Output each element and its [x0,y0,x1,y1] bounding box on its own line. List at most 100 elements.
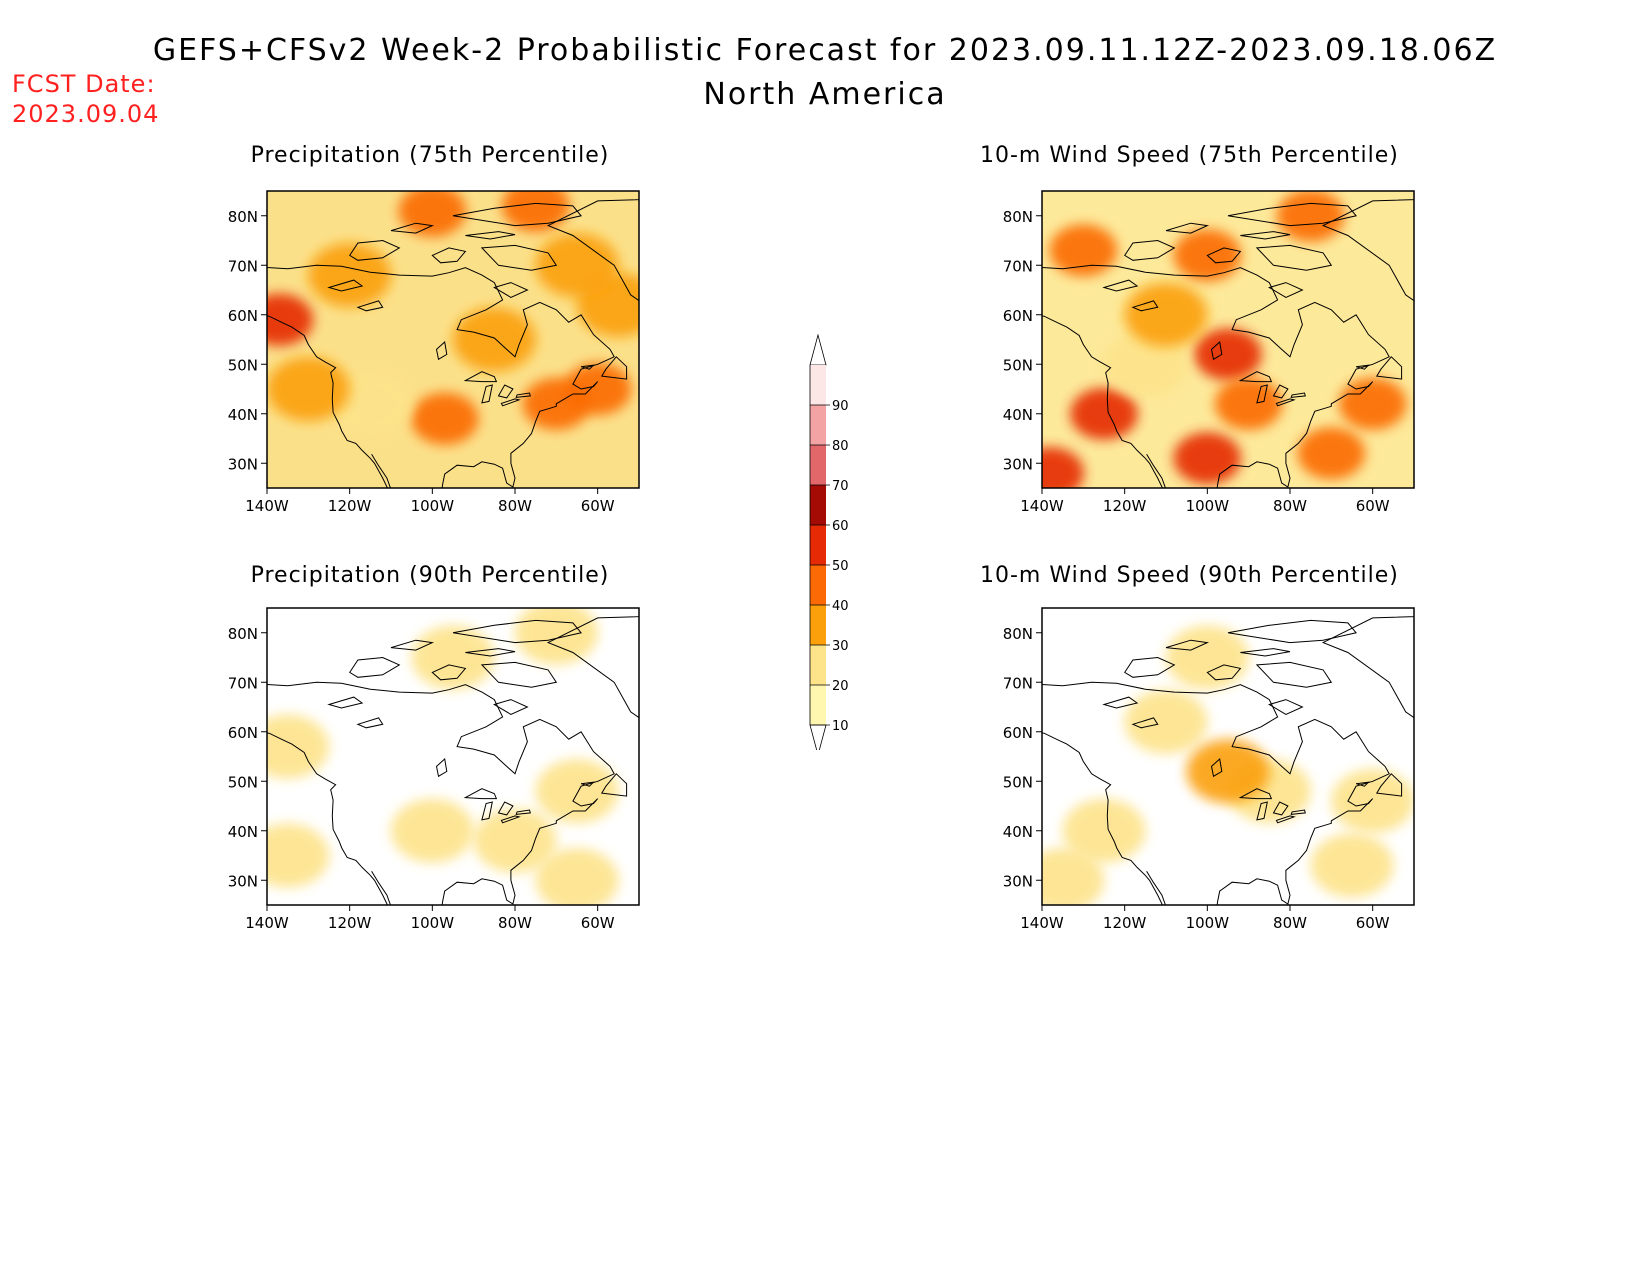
island-outline [600,356,628,380]
colorbar-top-arrow [809,333,827,366]
island-outline [1255,661,1333,688]
island-outline [600,773,628,797]
colorbar-label: 70 [832,479,849,494]
lake-outline [1102,279,1139,292]
probability-area [452,307,536,372]
probability-area [1042,447,1085,488]
lon-tick-label: 140W [1020,914,1064,932]
lat-tick-label: 50N [1003,356,1033,374]
lat-tick-label: 50N [1003,773,1033,791]
map-frame [1041,190,1415,489]
lon-tick-label: 100W [1186,914,1230,932]
region-subtitle: North America [703,77,947,112]
coastline-east [267,681,615,905]
lake-outline [327,696,364,709]
coastline-east [1042,681,1390,905]
colorbar-label: 60 [832,519,849,534]
lon-tick-label: 120W [328,914,372,932]
lake-outline [435,758,448,778]
lat-tick-label: 40N [228,823,258,841]
lake-outline [1290,809,1306,815]
probability-area [501,191,570,232]
island-outline [1165,639,1210,651]
probability-area [1331,769,1414,834]
lake-outline [463,788,498,800]
lake-outline [1102,696,1139,709]
colorbar-swatch [810,645,826,685]
probability-area [535,233,619,298]
coastline-baja [1146,871,1166,905]
island-outline [493,699,529,715]
lon-tick-label: 140W [1020,497,1064,515]
coastline-baja [1146,454,1166,488]
colorbar-label: 50 [832,559,849,574]
map-wind-75: 80N 70N 60N 50N 40N 30N 140W 120W 100W 80W 60W [1003,190,1415,515]
island-outline [348,656,401,678]
island-outline [1240,231,1291,240]
colorbar-bottom-arrow [809,724,827,750]
island-outline [1321,616,1414,719]
probability-area [398,191,467,237]
probability-area [390,798,474,863]
colorbar-label: 10 [832,719,849,734]
panel-title-precip-90: Precipitation (90th Percentile) [250,563,610,588]
coastline-baja [371,871,391,905]
coastline-west [267,732,389,905]
coastline-baja [371,454,391,488]
island-outline [431,247,467,264]
forecast-date-label: FCST Date: [12,70,156,98]
lon-tick-label: 120W [1103,914,1147,932]
lat-tick-label: 60N [1003,724,1033,742]
lon-tick-label: 140W [245,497,289,515]
probability-area [1173,432,1242,485]
map-field [1042,191,1414,488]
probability-area [1276,191,1345,242]
lat-tick-label: 60N [228,307,258,325]
lon-tick-label: 60W [581,497,615,515]
probability-area [1186,739,1270,804]
island-outline [1355,781,1370,787]
lake-outline [1210,758,1223,778]
probability-area [308,243,392,308]
island-outline [580,364,595,370]
lat-tick-label: 30N [228,455,258,473]
lon-tick-label: 100W [411,497,455,515]
lat-tick-label: 50N [228,356,258,374]
island-outline [1321,199,1414,302]
colorbar-label: 40 [832,599,849,614]
island-outline [1375,356,1403,380]
lat-tick-label: 40N [1003,823,1033,841]
probability-area [1297,427,1366,480]
panel-title-precip-75: Precipitation (75th Percentile) [250,143,610,168]
island-outline [390,222,435,234]
probability-area [473,808,557,873]
probability-area [267,823,330,888]
island-outline [1206,664,1242,681]
lat-tick-label: 80N [1003,625,1033,643]
lake-outline [1210,341,1223,361]
island-outline [1206,247,1242,264]
lon-tick-label: 120W [1103,497,1147,515]
colorbar-label: 80 [832,439,849,454]
lake-outline [515,392,531,398]
island-outline [546,616,639,719]
lon-tick-label: 80W [498,497,532,515]
probability-area [1338,377,1407,430]
probability-area [514,608,598,665]
map-precip-90: 80N 70N 60N 50N 40N 30N 140W 120W 100W 80W 60W [228,607,640,932]
lake-outline [1238,788,1273,800]
lake-outline [1272,801,1289,816]
map-frame [1041,607,1415,906]
map-field [267,191,639,488]
colorbar-swatch [810,565,826,605]
coastline-east [267,264,615,488]
lake-outline [515,809,531,815]
map-field [267,608,639,905]
colorbar-swatch [810,445,826,485]
lake-outline [1275,398,1296,407]
island-outline [1123,239,1176,261]
colorbar-swatch [810,685,826,725]
probability-area [1165,625,1249,690]
colorbar-swatch [810,485,826,525]
lake-outline [356,717,384,729]
